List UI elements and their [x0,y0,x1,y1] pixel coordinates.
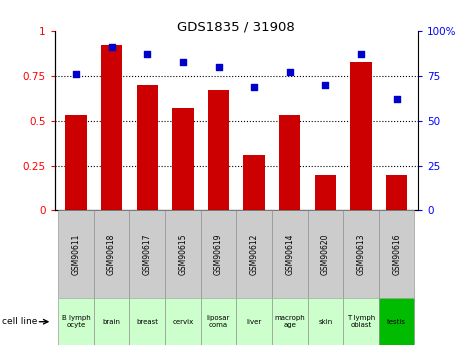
Bar [129,210,165,298]
Bar [201,298,237,345]
Bar [272,210,308,298]
Bar [137,85,158,210]
Bar [165,210,200,298]
Text: GSM90618: GSM90618 [107,234,116,275]
Text: GSM90620: GSM90620 [321,234,330,275]
Point [322,82,329,88]
Text: liposar
coma: liposar coma [207,315,230,328]
Point [143,52,151,57]
Text: GSM90619: GSM90619 [214,234,223,275]
Bar [379,298,414,345]
Point [72,71,80,77]
Bar [65,115,86,210]
Text: T lymph
oblast: T lymph oblast [347,315,375,328]
Bar [94,298,129,345]
Bar [272,298,308,345]
Bar [58,298,94,345]
Bar [165,298,200,345]
Text: B lymph
ocyte: B lymph ocyte [62,315,90,328]
Bar [129,298,165,345]
Text: skin: skin [318,319,332,325]
Text: GSM90611: GSM90611 [72,234,80,275]
Text: cervix: cervix [172,319,193,325]
Point [286,70,294,75]
Point [250,84,258,89]
Point [179,59,187,64]
Bar [308,298,343,345]
Point [357,52,365,57]
Bar [315,175,336,210]
Point [108,45,115,50]
Bar [244,155,265,210]
Bar [101,46,123,210]
Bar [201,210,237,298]
Bar [172,108,194,210]
Text: GSM90614: GSM90614 [285,234,294,275]
Text: brain: brain [103,319,121,325]
Text: GSM90615: GSM90615 [179,234,187,275]
Text: liver: liver [247,319,262,325]
Bar [386,175,408,210]
Point [215,64,222,70]
Bar [351,61,372,210]
Point [393,97,400,102]
Bar [237,298,272,345]
Text: GSM90613: GSM90613 [357,234,365,275]
Bar [208,90,229,210]
Bar [237,210,272,298]
Text: breast: breast [136,319,158,325]
Text: GSM90612: GSM90612 [250,234,258,275]
Bar [343,210,379,298]
Bar [308,210,343,298]
Bar [58,210,94,298]
Text: testis: testis [387,319,406,325]
Text: cell line: cell line [2,317,38,326]
Bar [94,210,129,298]
Text: GSM90616: GSM90616 [392,234,401,275]
Text: macroph
age: macroph age [275,315,305,328]
Text: GSM90617: GSM90617 [143,234,152,275]
Text: GDS1835 / 31908: GDS1835 / 31908 [178,21,295,34]
Bar [279,115,301,210]
Bar [343,298,379,345]
Bar [379,210,414,298]
